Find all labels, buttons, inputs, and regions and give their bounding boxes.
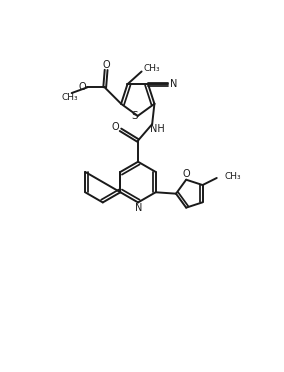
Text: CH₃: CH₃	[62, 93, 78, 102]
Text: N: N	[135, 203, 142, 213]
Text: O: O	[79, 82, 86, 92]
Text: CH₃: CH₃	[225, 172, 241, 181]
Text: S: S	[131, 112, 138, 122]
Text: O: O	[112, 122, 119, 132]
Text: N: N	[170, 79, 178, 89]
Text: O: O	[182, 169, 190, 179]
Text: CH₃: CH₃	[144, 64, 160, 73]
Text: NH: NH	[150, 124, 165, 134]
Text: O: O	[103, 60, 110, 70]
